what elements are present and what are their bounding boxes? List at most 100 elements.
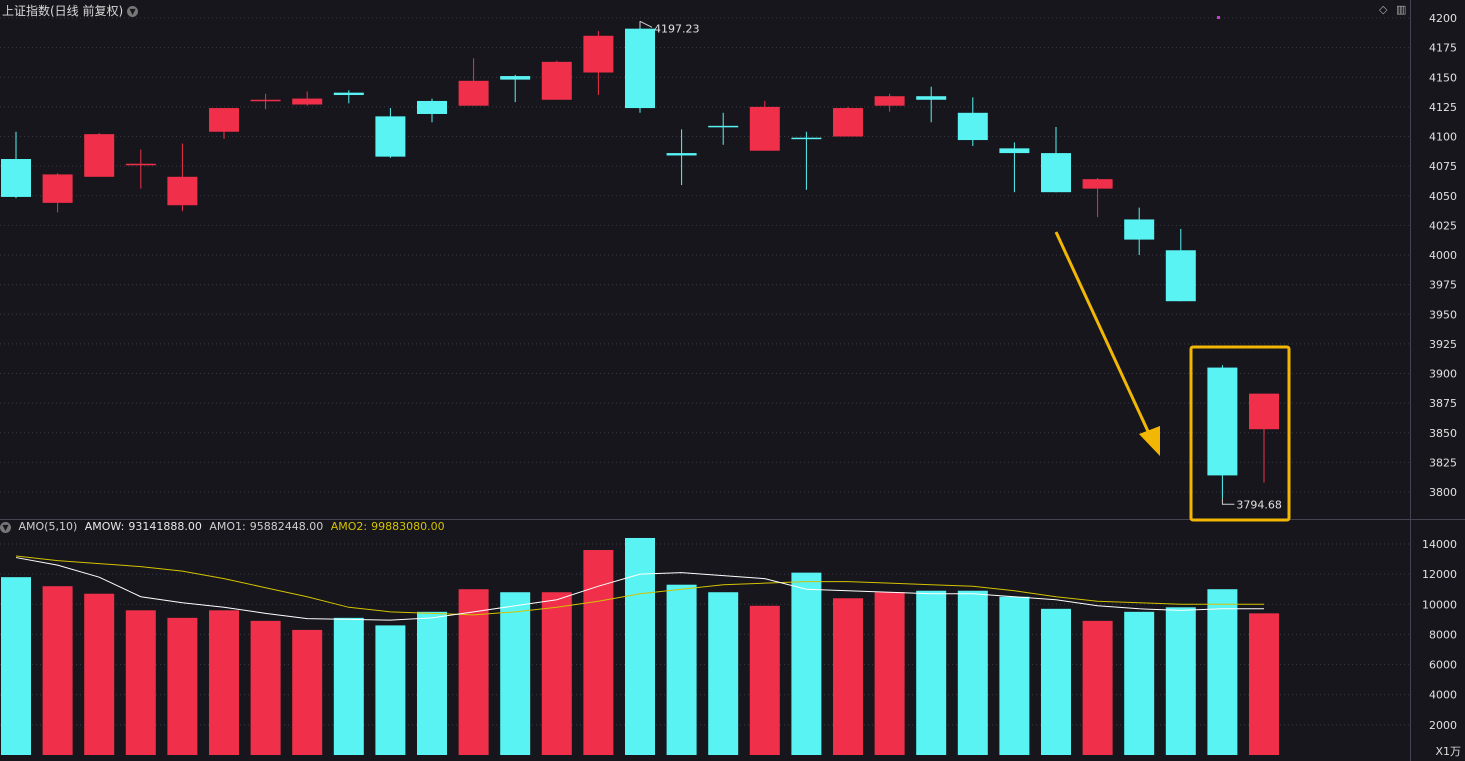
volume-bar [333, 617, 364, 755]
trend-arrow-line [1054, 231, 1154, 441]
volume-bar [1165, 607, 1196, 755]
volume-tick-label: 4000 [1429, 689, 1457, 702]
price-tick-label: 4200 [1429, 12, 1457, 25]
volume-bar [417, 611, 447, 755]
volume-bar [500, 592, 531, 755]
price-tick-label: 3875 [1429, 397, 1457, 410]
candle-body [209, 108, 239, 132]
chart-title: 上证指数(日线 前复权) [2, 4, 124, 18]
candle-body [541, 61, 572, 100]
candle-body [84, 134, 115, 177]
indicator-name: AMO(5,10) [18, 520, 78, 533]
price-tick-label: 4100 [1429, 131, 1457, 144]
volume-bar [167, 617, 198, 755]
volume-bar [125, 610, 156, 755]
volume-tick-label: 14000 [1422, 538, 1457, 551]
candle-body [957, 112, 988, 141]
marker-dot [1217, 16, 1220, 19]
candle-body [916, 96, 947, 100]
candle-body [999, 148, 1030, 154]
candle-body [1249, 393, 1279, 430]
volume-bar [666, 584, 697, 755]
low-price-label: 3794.68 [1236, 498, 1282, 511]
candle-body [333, 92, 364, 96]
ma5-line [15, 557, 1264, 621]
volume-bar [292, 629, 323, 755]
volume-tick-label: 8000 [1429, 628, 1457, 641]
volume-bar [916, 590, 947, 755]
diamond-icon[interactable]: ◇ [1379, 3, 1388, 16]
volume-bar [625, 537, 655, 755]
candle-body [1082, 179, 1113, 189]
indicator-chevron-icon[interactable]: ▼ [0, 521, 11, 533]
price-tick-label: 4075 [1429, 160, 1457, 173]
candle-body [833, 108, 863, 137]
volume-bar [541, 592, 572, 755]
volume-unit-label: X1万 [1435, 745, 1461, 758]
chart-title-bar[interactable]: 上证指数(日线 前复权) ▼ [2, 2, 139, 19]
amo2-label: AMO2: [330, 520, 368, 533]
volume-bar [1124, 611, 1155, 755]
volume-bar [999, 596, 1030, 755]
volume-tick-label: 2000 [1429, 719, 1457, 732]
candle-body [250, 99, 281, 102]
volume-bar [250, 620, 281, 755]
price-tick-label: 3975 [1429, 279, 1457, 292]
price-tick-label: 4050 [1429, 190, 1457, 203]
volume-bar [1082, 620, 1113, 755]
candle-body [583, 35, 614, 73]
volume-bar [1207, 589, 1238, 755]
candle-body [1, 159, 31, 197]
amo2-value: 99883080.00 [371, 520, 445, 533]
price-tick-label: 3850 [1429, 427, 1457, 440]
high-price-label: 4197.23 [654, 22, 700, 35]
candle-body [749, 106, 780, 151]
candle-body [167, 176, 198, 206]
volume-tick-label: 6000 [1429, 659, 1457, 672]
price-tick-label: 3925 [1429, 338, 1457, 351]
price-tick-label: 3825 [1429, 456, 1457, 469]
volume-tick-label: 10000 [1422, 598, 1457, 611]
price-tick-label: 4125 [1429, 101, 1457, 114]
trend-arrow-head [1139, 426, 1160, 456]
candle-body [874, 96, 905, 106]
candle-body [1041, 153, 1071, 193]
candle-body [458, 80, 489, 106]
candle-body [42, 174, 73, 203]
price-tick-label: 3900 [1429, 368, 1457, 381]
volume-bar [583, 550, 614, 755]
indicator-legend: ▼ AMO(5,10) AMOW: 93141888.00 AMO1: 958824… [0, 520, 449, 536]
candle-body [375, 116, 406, 157]
volume-bar [458, 589, 489, 755]
candle-body [708, 125, 739, 128]
volume-bar [1, 577, 31, 755]
highlight-box [1189, 345, 1291, 522]
volume-bar [209, 610, 239, 755]
volume-bar [874, 592, 905, 755]
low-marker-arrow [1221, 498, 1235, 505]
amo1-value: 95882448.00 [249, 520, 324, 533]
amo1-label: AMO1: [209, 520, 246, 533]
high-marker-arrow [639, 20, 653, 28]
candle-body [125, 163, 156, 166]
volume-tick-label: 12000 [1422, 568, 1457, 581]
candle-body [666, 153, 697, 156]
volume-bar [749, 605, 780, 755]
amow-value: 93141888.00 [128, 520, 202, 533]
price-tick-label: 4025 [1429, 219, 1457, 232]
volume-bar [957, 590, 988, 755]
panel-toggle-icon[interactable]: ▥ [1396, 3, 1407, 16]
candle-body [1124, 219, 1155, 240]
chevron-down-icon[interactable]: ▼ [127, 6, 139, 17]
volume-bar [1041, 608, 1071, 755]
candle-body [1165, 250, 1196, 302]
candle-body [791, 137, 822, 140]
candle-body [625, 28, 655, 109]
candle-body [292, 98, 323, 105]
candle-body [1207, 367, 1238, 476]
candle-body [417, 100, 447, 114]
volume-bar [375, 625, 406, 755]
price-tick-label: 4000 [1429, 249, 1457, 262]
volume-bar [833, 598, 863, 755]
